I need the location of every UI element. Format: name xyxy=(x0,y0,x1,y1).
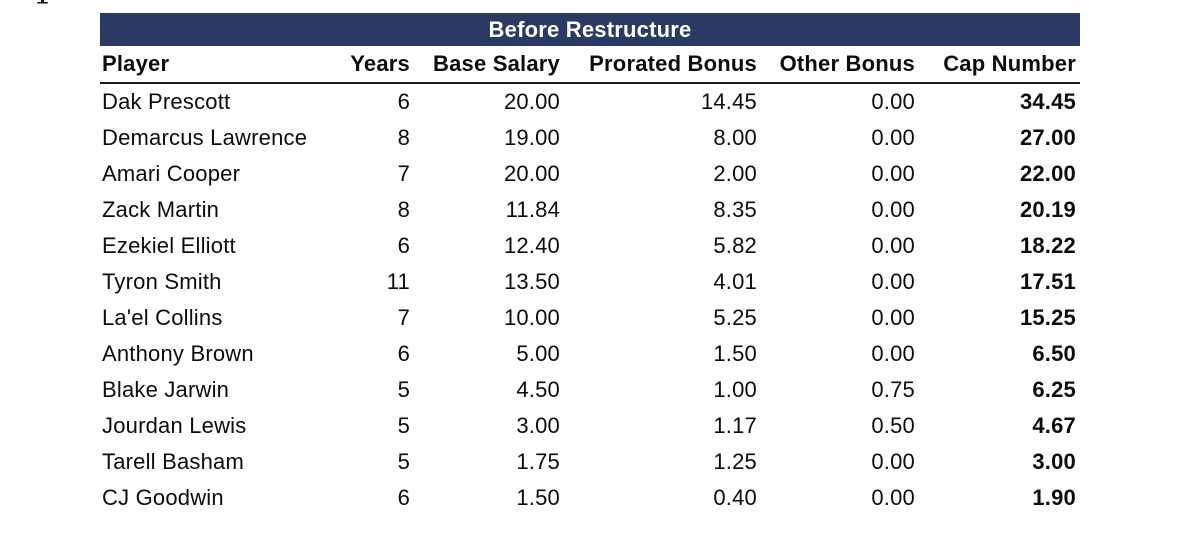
base-salary-cell: 10.00 xyxy=(503,305,560,330)
column-header-cap-number: Cap Number xyxy=(915,46,1080,84)
cap-number-cell: 27.00 xyxy=(1019,125,1076,150)
cap-number-cell: 6.25 xyxy=(1032,377,1076,402)
years-cell: 8 xyxy=(397,125,410,150)
column-header-player: Player xyxy=(100,46,340,84)
player-name-cell: Blake Jarwin xyxy=(102,377,230,402)
player-name-cell: Demarcus Lawrence xyxy=(102,125,308,150)
prorated-bonus-cell: 1.00 xyxy=(713,377,757,402)
prorated-bonus-cell: 1.25 xyxy=(713,449,757,474)
prorated-bonus-cell: 0.40 xyxy=(713,485,757,510)
table-row: Dak Prescott 6 20.00 14.45 0.00 34.45 xyxy=(100,83,1080,120)
player-name-cell: Anthony Brown xyxy=(102,341,254,366)
other-bonus-cell: 0.00 xyxy=(871,449,915,474)
years-cell: 5 xyxy=(397,377,410,402)
player-name-cell: Tarell Basham xyxy=(102,449,244,474)
base-salary-cell: 13.50 xyxy=(503,269,560,294)
years-cell: 6 xyxy=(397,341,410,366)
other-bonus-cell: 0.00 xyxy=(871,269,915,294)
salary-table-section: Before Restructure Player Years Base Sal… xyxy=(100,13,1080,516)
base-salary-cell: 12.40 xyxy=(503,233,560,258)
years-cell: 5 xyxy=(397,449,410,474)
column-header-base-salary: Base Salary xyxy=(410,46,560,84)
table-row: Ezekiel Elliott 6 12.40 5.82 0.00 18.22 xyxy=(100,228,1080,264)
other-bonus-cell: 0.00 xyxy=(871,197,915,222)
base-salary-cell: 19.00 xyxy=(503,125,560,150)
cropped-text-artifact: 1 xyxy=(33,0,55,11)
table-row: Zack Martin 8 11.84 8.35 0.00 20.19 xyxy=(100,192,1080,228)
column-header-prorated-bonus: Prorated Bonus xyxy=(560,46,757,84)
player-name-cell: Jourdan Lewis xyxy=(102,413,247,438)
table-title: Before Restructure xyxy=(488,16,692,42)
cap-number-cell: 6.50 xyxy=(1032,341,1076,366)
cap-number-cell: 17.51 xyxy=(1019,269,1076,294)
base-salary-cell: 3.00 xyxy=(516,413,560,438)
base-salary-cell: 20.00 xyxy=(503,89,560,114)
cap-number-cell: 1.90 xyxy=(1032,485,1076,510)
base-salary-cell: 1.50 xyxy=(516,485,560,510)
player-name-cell: La'el Collins xyxy=(102,305,223,330)
prorated-bonus-cell: 1.50 xyxy=(713,341,757,366)
cropped-letter: 1 xyxy=(33,0,55,10)
player-name-cell: Dak Prescott xyxy=(102,89,231,114)
cap-number-cell: 18.22 xyxy=(1019,233,1076,258)
player-name-cell: CJ Goodwin xyxy=(102,485,224,510)
table-row: Amari Cooper 7 20.00 2.00 0.00 22.00 xyxy=(100,156,1080,192)
other-bonus-cell: 0.75 xyxy=(871,377,915,402)
years-cell: 11 xyxy=(386,269,410,294)
years-cell: 6 xyxy=(397,485,410,510)
cap-number-cell: 3.00 xyxy=(1032,449,1076,474)
other-bonus-cell: 0.00 xyxy=(871,233,915,258)
player-name-cell: Ezekiel Elliott xyxy=(102,233,236,258)
table-row: Tarell Basham 5 1.75 1.25 0.00 3.00 xyxy=(100,444,1080,480)
table-body: Dak Prescott 6 20.00 14.45 0.00 34.45 Demarcus… xyxy=(100,83,1080,516)
prorated-bonus-cell: 4.01 xyxy=(713,269,757,294)
base-salary-cell: 4.50 xyxy=(516,377,560,402)
table-row: Jourdan Lewis 5 3.00 1.17 0.50 4.67 xyxy=(100,408,1080,444)
column-header-other-bonus: Other Bonus xyxy=(757,46,915,84)
prorated-bonus-cell: 1.17 xyxy=(713,413,757,438)
table-row: Anthony Brown 6 5.00 1.50 0.00 6.50 xyxy=(100,336,1080,372)
base-salary-cell: 5.00 xyxy=(516,341,560,366)
other-bonus-cell: 0.00 xyxy=(871,305,915,330)
table-row: CJ Goodwin 6 1.50 0.40 0.00 1.90 xyxy=(100,480,1080,516)
header-row: Player Years Base Salary Prorated Bonus … xyxy=(100,46,1080,84)
years-cell: 6 xyxy=(397,233,410,258)
prorated-bonus-cell: 5.82 xyxy=(713,233,757,258)
table-title-banner: Before Restructure xyxy=(100,13,1080,46)
prorated-bonus-cell: 8.35 xyxy=(713,197,757,222)
cap-number-cell: 20.19 xyxy=(1019,197,1076,222)
years-cell: 7 xyxy=(397,161,410,186)
prorated-bonus-cell: 2.00 xyxy=(713,161,757,186)
years-cell: 5 xyxy=(397,413,410,438)
other-bonus-cell: 0.00 xyxy=(871,161,915,186)
other-bonus-cell: 0.00 xyxy=(871,89,915,114)
base-salary-cell: 1.75 xyxy=(516,449,560,474)
base-salary-cell: 20.00 xyxy=(503,161,560,186)
years-cell: 6 xyxy=(397,89,410,114)
years-cell: 8 xyxy=(397,197,410,222)
other-bonus-cell: 0.00 xyxy=(871,125,915,150)
player-name-cell: Amari Cooper xyxy=(102,161,241,186)
prorated-bonus-cell: 8.00 xyxy=(713,125,757,150)
other-bonus-cell: 0.00 xyxy=(871,485,915,510)
table-row: Blake Jarwin 5 4.50 1.00 0.75 6.25 xyxy=(100,372,1080,408)
cap-number-cell: 4.67 xyxy=(1032,413,1076,438)
table-row: La'el Collins 7 10.00 5.25 0.00 15.25 xyxy=(100,300,1080,336)
player-name-cell: Tyron Smith xyxy=(102,269,222,294)
prorated-bonus-cell: 14.45 xyxy=(700,89,757,114)
player-name-cell: Zack Martin xyxy=(102,197,220,222)
prorated-bonus-cell: 5.25 xyxy=(713,305,757,330)
base-salary-cell: 11.84 xyxy=(505,197,560,222)
cap-number-cell: 22.00 xyxy=(1019,161,1076,186)
table-row: Demarcus Lawrence 8 19.00 8.00 0.00 27.00 xyxy=(100,120,1080,156)
salary-cap-table: Player Years Base Salary Prorated Bonus … xyxy=(100,46,1080,516)
other-bonus-cell: 0.00 xyxy=(871,341,915,366)
cap-number-cell: 15.25 xyxy=(1019,305,1076,330)
years-cell: 7 xyxy=(397,305,410,330)
table-row: Tyron Smith 11 13.50 4.01 0.00 17.51 xyxy=(100,264,1080,300)
column-header-years: Years xyxy=(340,46,410,84)
other-bonus-cell: 0.50 xyxy=(871,413,915,438)
cap-number-cell: 34.45 xyxy=(1019,89,1076,114)
